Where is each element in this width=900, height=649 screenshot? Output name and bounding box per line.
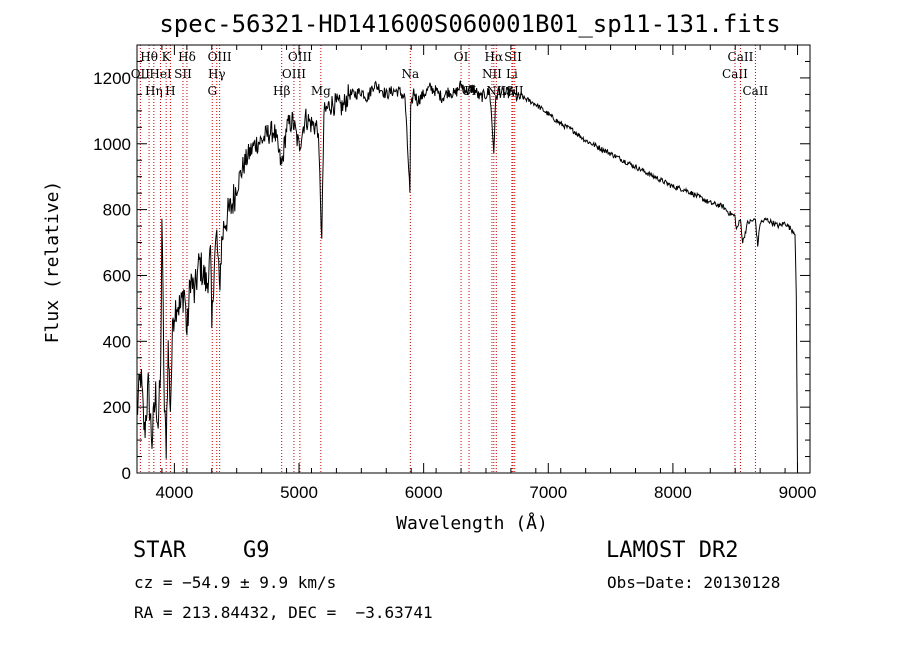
y-tick-label-1200: 1200 (93, 69, 131, 88)
spectral-line-label-19: Hα (485, 50, 504, 64)
x-tick-label-5000: 5000 (280, 483, 318, 502)
spectral-line-label-9: Hγ (208, 67, 226, 81)
chart-title: spec-56321-HD141600S060001B01_sp11-131.f… (159, 10, 780, 38)
spectral-line-label-26: CaII (742, 84, 768, 98)
x-axis-label: Wavelength (Å) (396, 512, 548, 534)
observation-date: Obs−Date: 20130128 (607, 573, 781, 592)
spectrum-line (136, 80, 798, 474)
spectral-line-label-8: G (207, 84, 217, 98)
spectral-line-label-0: Hθ (140, 50, 158, 64)
spectral-line-label-25: CaII (728, 50, 754, 64)
spectral-line-label-7: Hδ (178, 50, 196, 64)
plot-frame (136, 44, 811, 474)
y-axis-label: Flux (relative) (42, 181, 63, 344)
spectral-line-label-23: SII (506, 84, 524, 98)
y-tick-label-800: 800 (103, 201, 131, 220)
x-tick-label-9000: 9000 (779, 483, 817, 502)
spectral-line-label-21: Li (506, 67, 518, 81)
redshift-value: cz = −54.9 ± 9.9 km/s (134, 573, 337, 592)
spectral-line-label-20: NII (486, 84, 506, 98)
spectrum-series (136, 80, 798, 474)
survey-name: LAMOST DR2 (606, 538, 739, 563)
spectral-line-label-2: Hη (145, 84, 163, 98)
axes: 4000 5000 6000 7000 8000 9000 0 200 400 600 800 100… (93, 44, 817, 502)
spectral-line-label-1: OII (131, 67, 151, 81)
spectral-line-label-4: K (162, 50, 172, 64)
y-tick-label-1000: 1000 (93, 135, 131, 154)
spectral-line-label-14: Mg (311, 84, 331, 98)
spectral-line-markers: Hθ OII Hη HeI K H SII Hδ G Hγ OIII Hβ OIII OIII Mg Na OI… (131, 45, 769, 473)
y-tick-label-0: 0 (122, 464, 131, 483)
spectral-line-label-10: OIII (208, 50, 232, 64)
spectral-line-label-15: Na (401, 67, 419, 81)
spectral-line-label-3: HeI (149, 67, 172, 81)
y-tick-label-600: 600 (103, 266, 131, 285)
spectral-line-label-5: H (165, 84, 175, 98)
x-tick-label-8000: 8000 (654, 483, 692, 502)
spectral-line-label-12: OIII (282, 67, 306, 81)
y-tick-label-400: 400 (103, 332, 131, 351)
spectral-line-label-6: SII (174, 67, 192, 81)
spectral-line-label-18: NII (482, 67, 502, 81)
spectral-line-label-11: Hβ (273, 84, 290, 98)
y-tick-label-200: 200 (103, 398, 131, 417)
object-subclass: G9 (243, 538, 270, 563)
object-class: STAR (133, 538, 186, 563)
spectral-line-label-22: SII (504, 50, 522, 64)
x-tick-label-4000: 4000 (155, 483, 193, 502)
spectral-line-label-24: CaII (722, 67, 748, 81)
x-tick-label-7000: 7000 (529, 483, 567, 502)
coordinates: RA = 213.84432, DEC = −3.63741 (134, 603, 433, 622)
spectral-line-label-13: OIII (288, 50, 312, 64)
spectral-line-label-16: OI (454, 50, 469, 64)
x-tick-label-6000: 6000 (405, 483, 443, 502)
